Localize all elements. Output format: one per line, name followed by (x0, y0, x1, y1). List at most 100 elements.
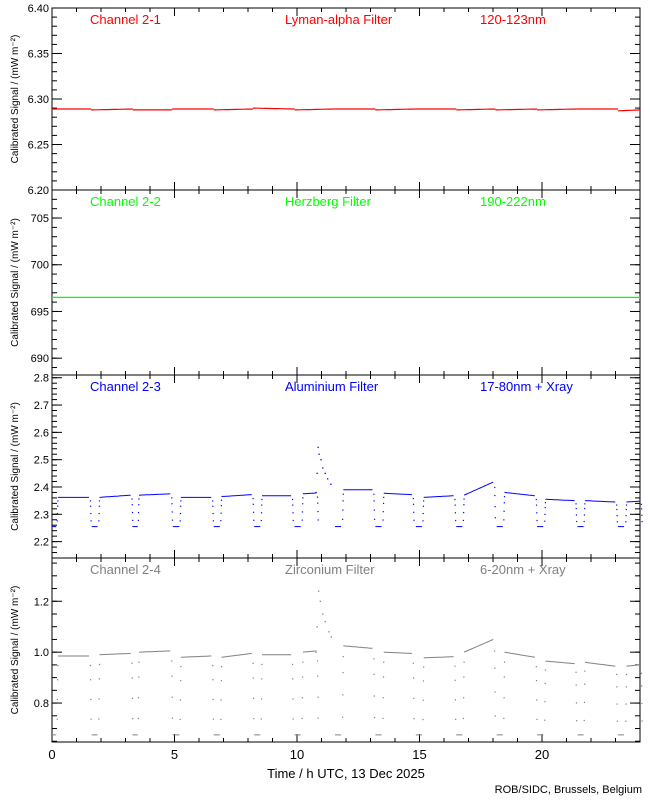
transition-point (220, 505, 222, 507)
transition-point (544, 669, 547, 671)
transition-point (317, 675, 319, 677)
transition-point (252, 503, 254, 505)
transition-point (382, 511, 384, 513)
transition-point (494, 650, 496, 652)
plateau-segment (302, 492, 317, 495)
transition-point (220, 512, 222, 514)
transition-point (132, 718, 134, 720)
y-tick-label: 705 (31, 213, 49, 225)
transition-point (171, 497, 173, 499)
y-tick-label: 0.8 (34, 698, 49, 710)
series-1 (52, 107, 641, 112)
transition-point (57, 679, 59, 681)
transition-point (317, 510, 319, 513)
x-tick-label: 15 (412, 747, 426, 762)
y-tick-label: 6.25 (28, 140, 49, 152)
transition-point (291, 663, 294, 666)
transition-point (455, 519, 457, 522)
transition-point (583, 514, 586, 516)
transition-point (544, 513, 546, 515)
transition-point (98, 505, 100, 507)
channel-title: Channel 2-1 (90, 12, 161, 27)
transition-point (454, 665, 456, 667)
plot-frame (51, 374, 641, 559)
y-tick-label: 2.6 (34, 427, 49, 439)
y-tick-label: 2.5 (34, 455, 49, 467)
band-title: 190-222nm (480, 194, 546, 209)
transition-point (503, 676, 505, 678)
transition-point (179, 520, 181, 522)
transition-point (373, 717, 376, 719)
y-tick-label: 2.2 (34, 537, 49, 549)
transition-point (544, 701, 546, 703)
transition-point (535, 680, 538, 682)
filter-title: Herzberg Filter (285, 194, 372, 209)
transition-point (212, 500, 214, 502)
transition-point (575, 684, 577, 686)
transition-point (455, 718, 457, 720)
transition-point (454, 504, 456, 506)
flare-point (322, 613, 324, 615)
transition-point (98, 698, 100, 700)
transition-point (641, 685, 643, 687)
transition-point (342, 655, 344, 658)
transition-point (462, 717, 465, 720)
transition-point (412, 677, 415, 679)
plot-frame (51, 557, 641, 743)
band-title: 6-20nm + Xray (480, 562, 566, 577)
transition-point (584, 507, 586, 510)
transition-point (494, 667, 496, 669)
transition-point (57, 500, 59, 502)
transition-point (132, 519, 134, 522)
transition-point (137, 697, 140, 699)
transition-point (463, 697, 465, 699)
transition-point (503, 502, 505, 504)
transition-point (292, 718, 294, 720)
transition-point (131, 511, 134, 514)
transition-point (212, 698, 214, 701)
x-tick-label: 5 (171, 747, 178, 762)
transition-point (342, 518, 344, 520)
transition-point (302, 676, 304, 678)
transition-point (625, 673, 628, 676)
transition-point (382, 676, 385, 678)
flare-point (320, 459, 322, 461)
transition-point (220, 680, 222, 682)
transition-point (536, 718, 538, 721)
transition-point (292, 504, 294, 506)
plateau-segment (423, 495, 454, 498)
transition-point (503, 519, 505, 521)
transition-point (342, 716, 344, 718)
transition-point (503, 661, 506, 663)
y-tick-label: 2.7 (34, 400, 49, 412)
transition-point (422, 718, 424, 721)
transition-point (212, 679, 214, 681)
plateau-segment (626, 664, 641, 667)
transition-point (302, 661, 304, 663)
plot-frame (51, 189, 641, 376)
plateau-segment (375, 108, 415, 111)
transition-point (625, 521, 627, 523)
y-tick-label: 2.4 (34, 482, 49, 494)
plateau-segment (213, 108, 253, 111)
transition-point (413, 519, 415, 521)
transition-point (503, 697, 505, 699)
transition-point (220, 520, 222, 522)
transition-point (535, 498, 537, 501)
credit-text: ROB/SIDC, Brussels, Belgium (495, 784, 642, 796)
transition-point (131, 504, 133, 506)
transition-point (503, 510, 505, 512)
flare-point (324, 621, 326, 623)
plateau-segment (626, 500, 640, 503)
transition-point (575, 503, 577, 505)
transition-point (575, 671, 577, 673)
transition-point (171, 511, 173, 513)
transition-point (535, 504, 538, 506)
transition-point (422, 699, 424, 701)
y-tick-label: 1.0 (34, 647, 49, 659)
y-tick-label: 6.40 (28, 3, 49, 15)
transition-point (641, 720, 643, 722)
transition-point (413, 718, 415, 720)
transition-point (383, 661, 385, 663)
